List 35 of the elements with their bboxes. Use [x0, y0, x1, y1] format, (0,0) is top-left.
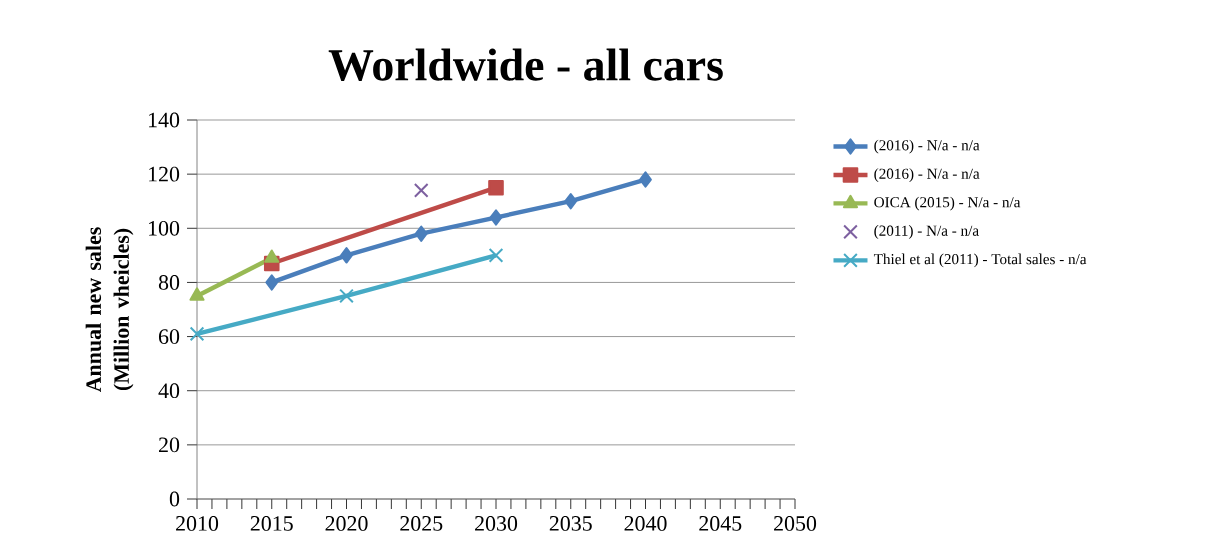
y-tick-label: 100: [149, 220, 180, 236]
point: [413, 183, 429, 198]
point: [189, 326, 205, 342]
point: [489, 209, 503, 226]
y-tick-label: 140: [149, 112, 180, 128]
chart-title: Worldwide - all cars: [328, 48, 723, 81]
x-tick-label: 2045: [699, 516, 742, 531]
y-tick-label: 60: [158, 329, 180, 344]
x-tick-label: 2035: [549, 516, 592, 531]
y-tick-label: 0: [169, 491, 180, 507]
x-tick-label: 2050: [774, 516, 817, 531]
point: [265, 274, 279, 291]
x-tick-label: 2015: [250, 516, 293, 531]
y-tick-label: 20: [159, 437, 180, 453]
y-tick-label: 120: [149, 166, 180, 182]
y-tick-label: 80: [158, 275, 180, 290]
point: [639, 171, 652, 188]
point: [340, 247, 353, 264]
legend-label: Thiel et al (2011) - Total sales - n/a: [873, 253, 1087, 268]
x-tick-label: 2020: [325, 516, 368, 531]
x-tick-label: 2030: [475, 516, 518, 531]
y-tick-label: 40: [158, 383, 180, 399]
point: [414, 225, 428, 242]
legend-label: (2016) - N/a - n/a: [874, 139, 980, 154]
x-tick-label: 2010: [176, 516, 219, 531]
legend-label: (2016) - N/a - n/a: [874, 168, 980, 182]
y-axis-title: Annual new sales (Million vheicles): [85, 227, 134, 393]
point: [488, 179, 504, 196]
legend-label: OICA (2015) - N/a - n/a: [874, 196, 1021, 211]
point: [339, 288, 354, 304]
x-tick-label: 2040: [624, 516, 667, 531]
point: [488, 247, 504, 263]
point: [564, 193, 578, 210]
legend-label: (2011) - N/a - n/a: [874, 225, 979, 239]
x-tick-label: 2025: [400, 516, 443, 531]
